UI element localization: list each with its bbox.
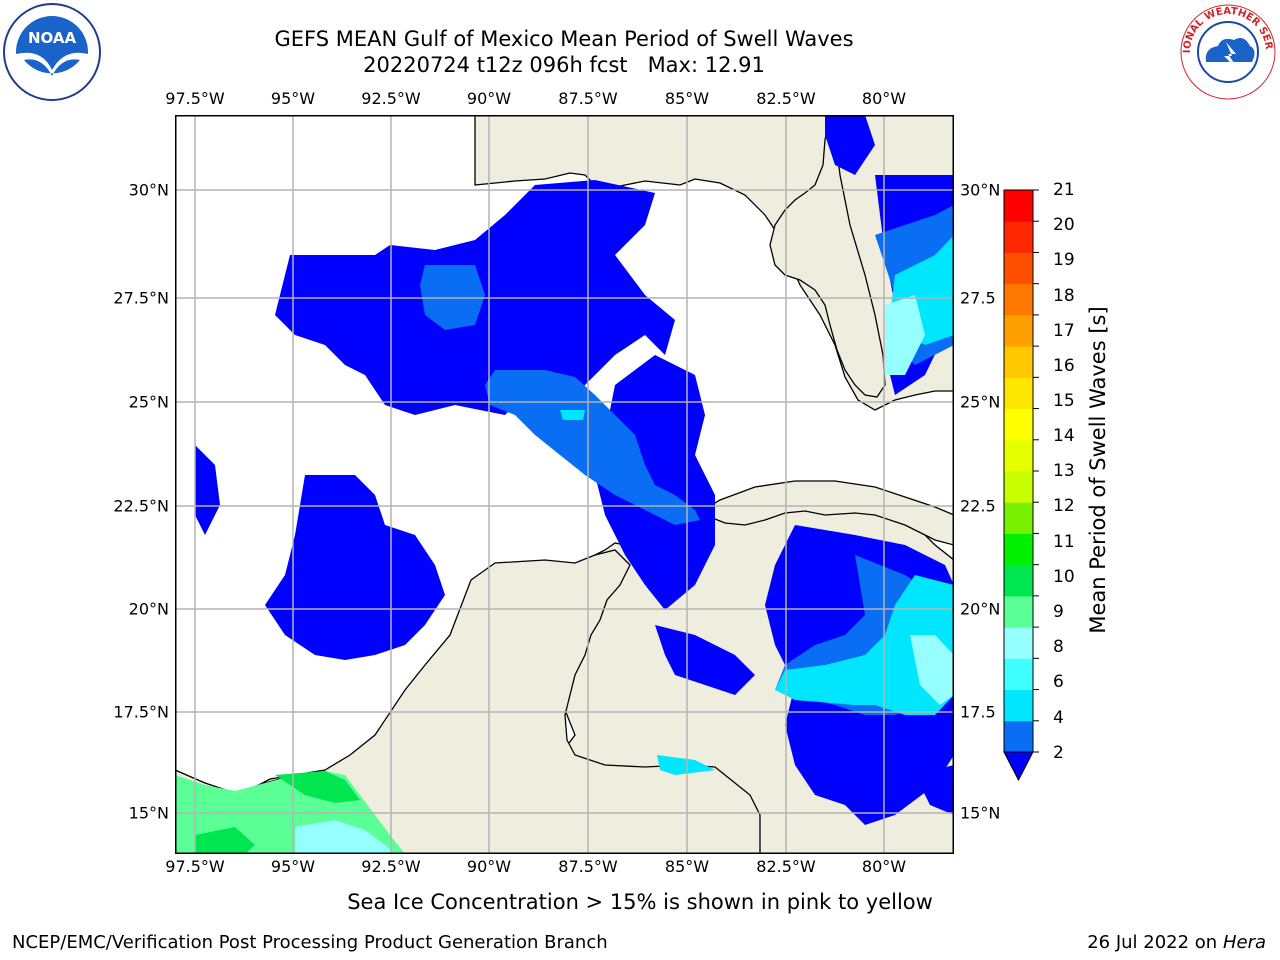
colorbar-band: [1004, 720, 1033, 753]
lat-tick: 25°N: [960, 392, 1001, 412]
colorbar-tick: 12: [1053, 496, 1075, 516]
lon-tick: 87.5°W: [558, 89, 618, 108]
colorbar-extend-triangle: [1003, 751, 1034, 782]
lat-tick: 20°N: [128, 599, 169, 619]
colorbar-band: [1004, 658, 1033, 691]
footer-date: 26 Jul 2022 on Hera: [1087, 932, 1266, 953]
graticule: [175, 115, 954, 854]
lon-tick: 90°W: [466, 89, 512, 108]
lon-tick: 85°W: [664, 857, 710, 876]
lat-tick: 25°N: [128, 392, 169, 412]
map-frame: [175, 115, 954, 854]
cuba: [693, 480, 954, 546]
lat-tick: 15°N: [128, 803, 169, 823]
colorbar-tick: 19: [1053, 250, 1075, 270]
title-line-2: 20220724 t12z 096h fcst Max: 12.91: [363, 53, 765, 77]
colorbar-band: [1004, 346, 1033, 378]
lon-tick: 95°W: [270, 857, 316, 876]
lat-tick: 30°N: [960, 180, 1001, 200]
colorbar-band: [1004, 252, 1033, 285]
colorbar-tick: 9: [1053, 602, 1064, 622]
title-line-1: GEFS MEAN Gulf of Mexico Mean Period of …: [274, 27, 854, 51]
colorbar-tick: 15: [1053, 391, 1075, 411]
map-panel: [175, 115, 954, 854]
colorbar-band: [1004, 314, 1033, 347]
lon-tick: 87.5°W: [558, 857, 618, 876]
colorbar-band: [1004, 533, 1033, 566]
colorbar-band: [1004, 471, 1033, 503]
colorbar-band: [1004, 377, 1033, 410]
footer-date-text: 26 Jul 2022 on: [1087, 932, 1218, 953]
colorbar-tick: 21: [1053, 180, 1075, 200]
colorbar-band: [1004, 190, 1033, 222]
colorbar-tick: 20: [1053, 215, 1075, 235]
lat-tick: 27.5°N: [113, 288, 169, 308]
lat-tick: 17.5: [960, 702, 996, 722]
footer-credit: NCEP/EMC/Verification Post Processing Pr…: [12, 932, 608, 953]
noaa-logo: NOAA: [3, 3, 101, 101]
colorbar-band: [1004, 502, 1033, 534]
colorbar-tick: 10: [1053, 567, 1075, 587]
sea-ice-note: Sea Ice Concentration > 15% is shown in …: [347, 890, 933, 914]
lat-tick: 22.5: [960, 496, 996, 516]
colorbar-band: [1004, 439, 1033, 472]
colorbar-tick: 6: [1053, 672, 1064, 692]
lon-tick: 92.5°W: [361, 857, 421, 876]
colorbar-tick: 14: [1053, 426, 1075, 446]
colorbar-tick: 11: [1053, 532, 1075, 552]
colorbar-band: [1004, 627, 1033, 659]
lon-tick: 82.5°W: [756, 857, 816, 876]
lat-tick: 15°N: [960, 803, 1001, 823]
lon-tick: 95°W: [270, 89, 316, 108]
colorbar-band: [1004, 689, 1033, 722]
map-title: GEFS MEAN Gulf of Mexico Mean Period of …: [274, 26, 853, 78]
lon-tick: 97.5°W: [165, 857, 225, 876]
colorbar-band: [1004, 564, 1033, 597]
colorbar-tick: 16: [1053, 356, 1075, 376]
lon-tick: 82.5°W: [756, 89, 816, 108]
colorbar-tick: 17: [1053, 321, 1075, 341]
lat-tick: 30°N: [128, 180, 169, 200]
colorbar-tick: 2: [1053, 743, 1064, 763]
lat-tick: 17.5°N: [113, 702, 169, 722]
footer-host: Hera: [1222, 932, 1266, 953]
lon-tick: 92.5°W: [361, 89, 421, 108]
colorbar-tick: 4: [1053, 708, 1064, 728]
lat-tick: 27.5: [960, 288, 996, 308]
colorbar-band: [1004, 595, 1033, 628]
nws-logo: NATIONAL WEATHER SERVICE: [1178, 2, 1276, 100]
florida-east: [769, 115, 886, 398]
colorbar: [1003, 189, 1039, 782]
colorbar-band: [1004, 221, 1033, 253]
lon-tick: 80°W: [861, 89, 907, 108]
lat-tick: 20°N: [960, 599, 1001, 619]
lon-tick: 90°W: [466, 857, 512, 876]
lon-tick: 80°W: [861, 857, 907, 876]
colorbar-band: [1004, 408, 1033, 441]
colorbar-tick: 13: [1053, 461, 1075, 481]
lat-tick: 22.5°N: [113, 496, 169, 516]
colorbar-tick: 8: [1053, 637, 1064, 657]
svg-text:NOAA: NOAA: [28, 29, 77, 47]
colorbar-band: [1004, 283, 1033, 316]
colorbar-label: Mean Period of Swell Waves [s]: [1086, 306, 1110, 634]
swell-field-lightcyan: [885, 295, 954, 705]
colorbar-tick: 18: [1053, 286, 1075, 306]
lon-tick: 85°W: [664, 89, 710, 108]
lon-tick: 97.5°W: [165, 89, 225, 108]
